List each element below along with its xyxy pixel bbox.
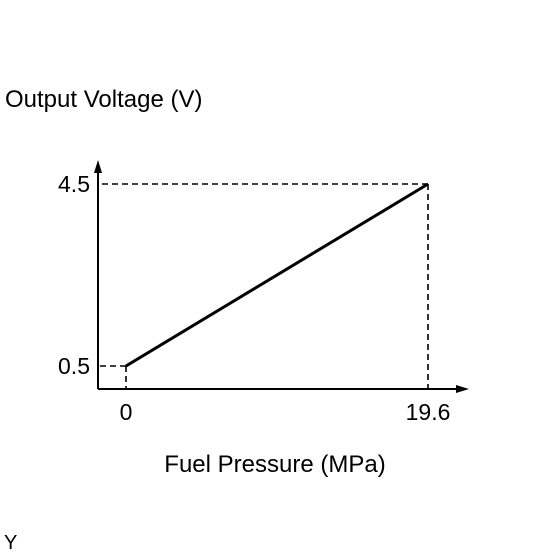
- x-tick-labels: 0 19.6: [120, 399, 451, 425]
- y-tick-labels: 0.5 4.5: [58, 171, 90, 379]
- x-tick-label-0: 0: [120, 399, 133, 425]
- series-line-0: [125, 182, 429, 368]
- y-axis-title: Output Voltage (V): [5, 86, 202, 113]
- x-axis-title: Fuel Pressure (MPa): [164, 451, 385, 478]
- x-tick-label-1: 19.6: [406, 399, 451, 425]
- y-tick-label-1: 4.5: [58, 171, 90, 197]
- reference-lines: [98, 183, 429, 389]
- series-layer: [125, 182, 429, 368]
- x-axis-arrowhead: [456, 385, 469, 393]
- y-axis-arrowhead: [94, 160, 102, 173]
- axes: [94, 160, 469, 393]
- corner-label: Y: [4, 532, 17, 554]
- y-tick-label-0: 0.5: [58, 353, 90, 379]
